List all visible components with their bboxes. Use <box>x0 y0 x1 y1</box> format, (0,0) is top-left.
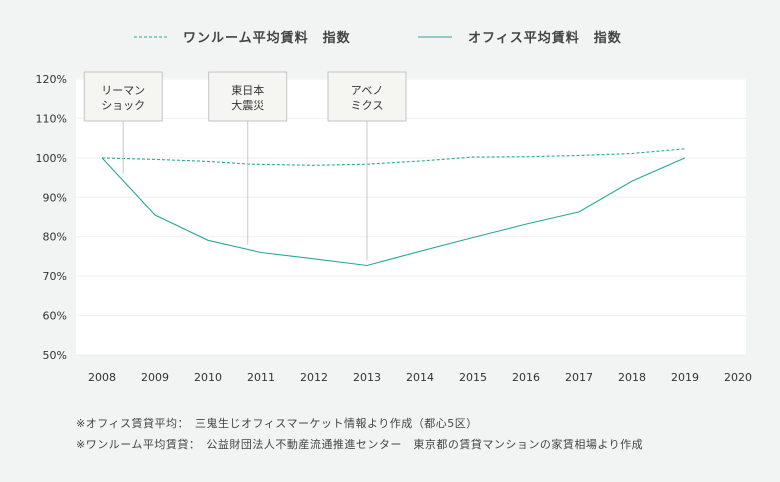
annotation-label: 東日本 <box>231 83 264 97</box>
x-tick-label: 2019 <box>671 371 699 384</box>
source-note-oneroom: ※ワンルーム平均賃貸： 公益財団法人不動産流通推進センター 東京都の賃貸マンショ… <box>76 438 644 451</box>
legend: ワンルーム平均賃料 指数 オフィス平均賃料 指数 <box>134 30 622 46</box>
x-tick-label: 2015 <box>459 371 487 384</box>
y-tick-label: 60% <box>43 310 67 323</box>
x-tick-label: 2010 <box>194 371 222 384</box>
x-tick-label: 2014 <box>406 371 434 384</box>
y-tick-label: 50% <box>43 349 67 362</box>
plot-area <box>76 78 746 355</box>
annotation-box <box>83 71 163 122</box>
x-tick-label: 2018 <box>618 371 646 384</box>
x-tick-label: 2012 <box>300 371 328 384</box>
annotation-label: リーマン <box>101 84 145 97</box>
x-tick-label: 2013 <box>353 371 381 384</box>
annotation-label: アベノ <box>351 84 384 97</box>
x-tick-label: 2020 <box>724 371 752 384</box>
y-axis: 50% 60% 70% 80% 90% 100% 110% 120% <box>36 73 67 362</box>
x-tick-label: 2009 <box>141 371 169 384</box>
y-tick-label: 80% <box>43 231 67 244</box>
annotation-box <box>208 71 288 122</box>
annotation-label: ショック <box>101 99 145 112</box>
y-tick-label: 100% <box>36 152 67 165</box>
legend-label-oneroom: ワンルーム平均賃料 指数 <box>183 30 351 46</box>
annotation-label: 大震災 <box>231 98 264 112</box>
x-tick-label: 2011 <box>247 371 275 384</box>
x-tick-label: 2016 <box>512 371 540 384</box>
series-layer <box>101 148 686 267</box>
y-tick-label: 110% <box>36 112 67 125</box>
series-line-office <box>101 157 686 267</box>
y-tick-label: 120% <box>36 73 67 86</box>
legend-label-office: オフィス平均賃料 指数 <box>468 30 622 46</box>
y-tick-label: 70% <box>43 270 67 283</box>
x-tick-label: 2008 <box>88 371 116 384</box>
grid-lines <box>76 78 746 356</box>
x-tick-label: 2017 <box>565 371 593 384</box>
source-notes: ※オフィス賃貸平均： 三鬼生じオフィスマーケット情報より作成（都心5区） ※ワン… <box>76 413 643 455</box>
series-line-oneroom <box>101 148 686 166</box>
annotation-box <box>327 71 407 122</box>
source-note-office: ※オフィス賃貸平均： 三鬼生じオフィスマーケット情報より作成（都心5区） <box>76 417 478 430</box>
x-axis: 2008 2009 2010 2011 2012 2013 2014 2015 2016 2017… <box>88 371 752 384</box>
annotation-label: ミクス <box>351 99 384 112</box>
y-tick-label: 90% <box>43 191 67 204</box>
